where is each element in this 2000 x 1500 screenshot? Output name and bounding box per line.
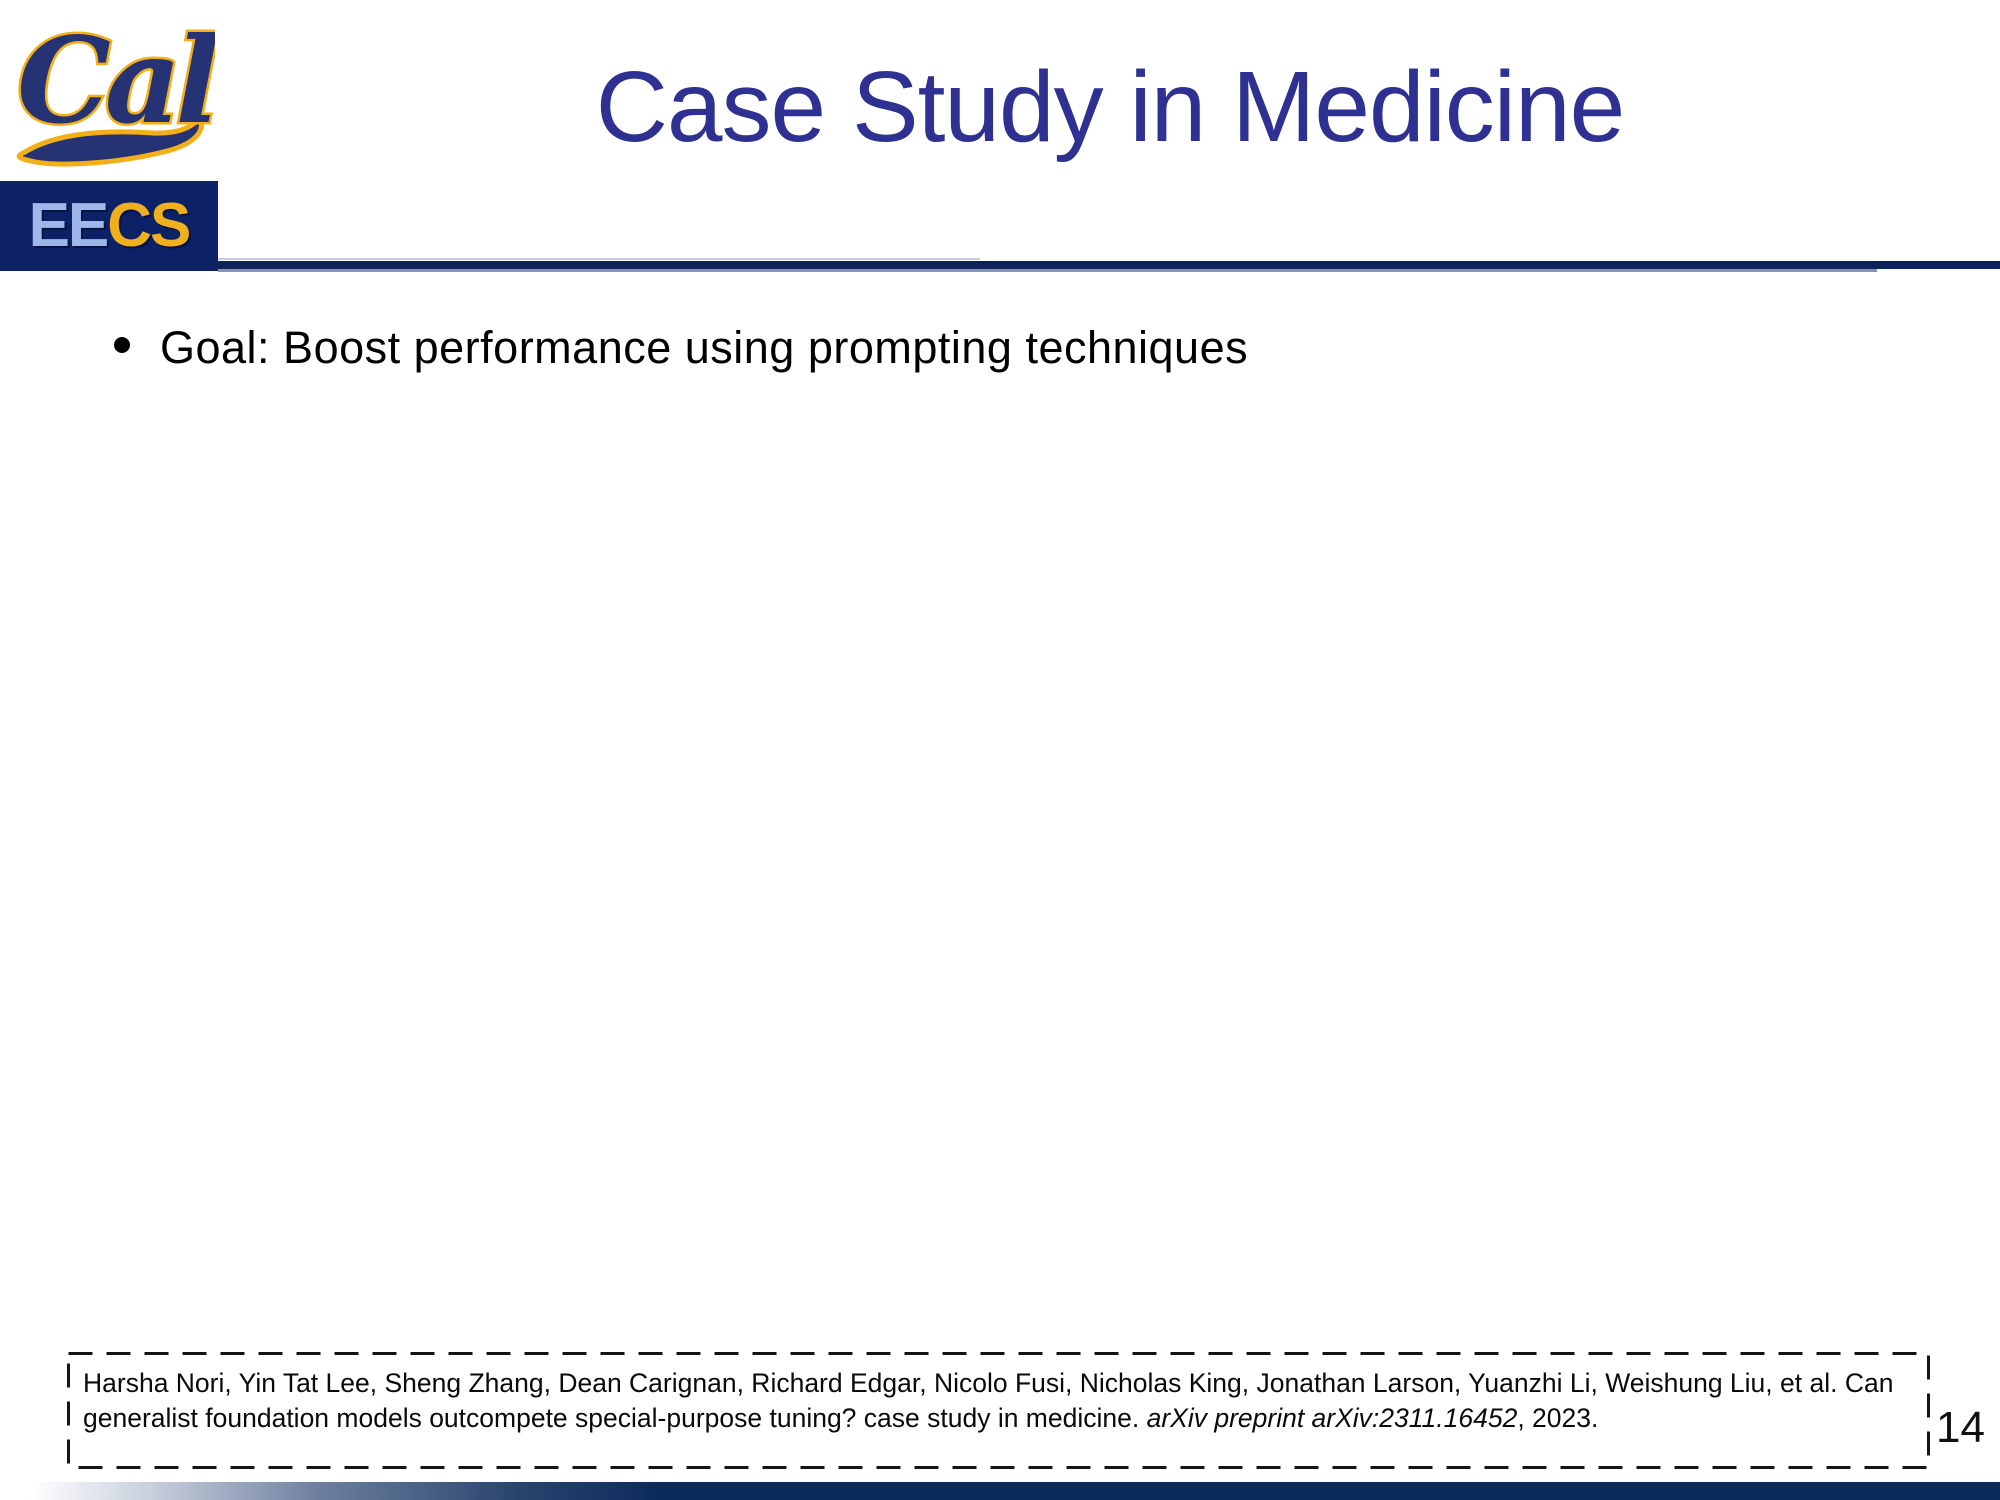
cal-logo-icon: Cal <box>15 9 215 167</box>
citation-box-dashed-border <box>67 1352 1930 1469</box>
eecs-banner-cs: CS <box>107 191 191 260</box>
bottom-gradient-bar <box>0 1482 2000 1500</box>
slide-title: Case Study in Medicine <box>595 51 1626 163</box>
header-rule <box>218 261 2000 269</box>
cal-logo-text: Cal <box>17 11 215 150</box>
bullet-dot <box>114 337 130 353</box>
citation-venue: arXiv preprint arXiv:2311.16452 <box>1146 1402 1518 1433</box>
citation-authors-and-title: Harsha Nori, Yin Tat Lee, Sheng Zhang, D… <box>83 1368 1894 1433</box>
citation-text: Harsha Nori, Yin Tat Lee, Sheng Zhang, D… <box>83 1366 1906 1435</box>
eecs-banner: EE CS <box>0 181 218 271</box>
citation-year: , 2023. <box>1517 1402 1599 1433</box>
header-rule-accent-top <box>218 258 980 260</box>
bullet-item-goal: Goal: Boost performance using prompting … <box>160 322 1249 373</box>
cal-logo-swoosh <box>16 115 204 167</box>
citation-box: Harsha Nori, Yin Tat Lee, Sheng Zhang, D… <box>67 1352 1930 1469</box>
page-number: 14 <box>1936 1403 1985 1452</box>
header-rule-accent-bottom <box>218 269 1877 272</box>
eecs-banner-ee: EE <box>28 191 110 260</box>
